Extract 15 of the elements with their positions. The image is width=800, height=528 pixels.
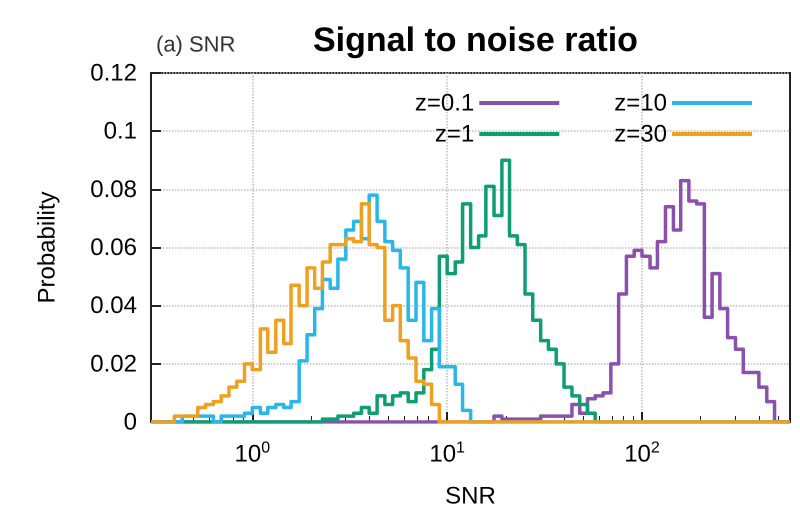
chart-title: Signal to noise ratio xyxy=(313,21,638,59)
y-tick-label: 0 xyxy=(124,408,137,436)
y-tick-label: 0.02 xyxy=(90,350,137,378)
y-tick-label: 0.12 xyxy=(90,60,137,86)
y-tick-label: 0.04 xyxy=(90,292,137,320)
legend-label: z=30 xyxy=(614,120,667,148)
legend-label: z=10 xyxy=(614,90,667,116)
y-tick-label: 0.08 xyxy=(90,176,137,203)
legend-label: z=0.1 xyxy=(414,90,474,116)
y-axis-title: Probability xyxy=(34,191,60,304)
x-axis-title: SNR xyxy=(445,482,496,510)
chart-subtitle: (a) SNR xyxy=(156,32,236,56)
y-tick-label: 0.1 xyxy=(104,118,137,145)
legend-label: z=1 xyxy=(434,120,474,148)
y-tick-label: 0.06 xyxy=(90,234,137,261)
